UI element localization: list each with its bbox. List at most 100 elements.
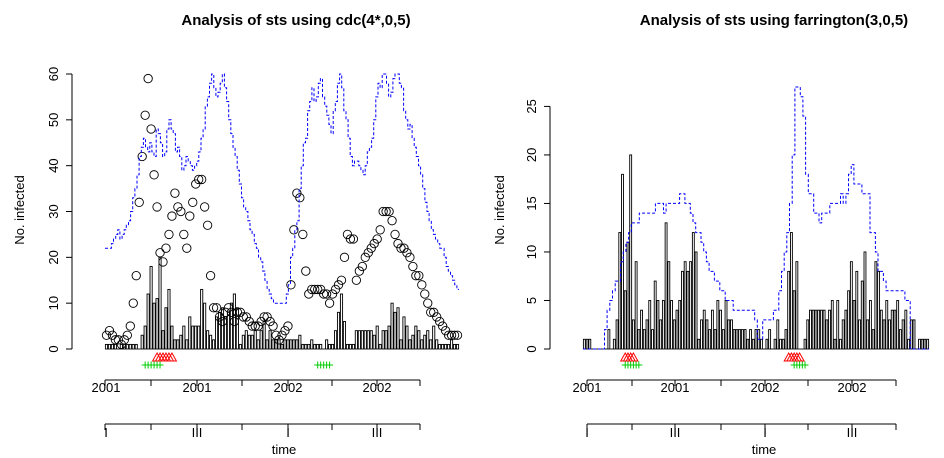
observed-point xyxy=(387,216,397,226)
bar xyxy=(378,343,382,350)
observed-point xyxy=(274,335,284,345)
bar xyxy=(708,329,712,350)
bar xyxy=(328,343,332,350)
bar xyxy=(830,300,834,350)
bar xyxy=(819,309,823,350)
alarm-marker xyxy=(166,351,178,362)
bar xyxy=(277,339,281,350)
bar xyxy=(447,343,451,350)
bar xyxy=(256,339,260,350)
bar xyxy=(675,309,679,350)
bar xyxy=(387,325,391,350)
observed-point xyxy=(357,261,367,272)
bar xyxy=(351,343,355,350)
observed-point xyxy=(235,307,246,317)
y-tick-label: 20 xyxy=(524,148,539,162)
bar xyxy=(396,307,400,350)
observed-point xyxy=(449,330,460,340)
bar xyxy=(664,222,668,350)
bar xyxy=(146,293,150,350)
bar xyxy=(629,154,633,350)
bar xyxy=(408,339,412,350)
observed-point xyxy=(366,243,376,253)
observed-point xyxy=(289,225,299,235)
observed-point xyxy=(116,339,127,350)
bar xyxy=(339,293,344,350)
bar xyxy=(683,261,687,350)
bar xyxy=(304,343,308,350)
observed-point xyxy=(197,174,207,185)
observed-point xyxy=(414,271,424,281)
observed-point xyxy=(384,206,394,217)
bar xyxy=(381,330,385,350)
bar xyxy=(316,343,320,350)
bar xyxy=(292,339,296,350)
observed-point xyxy=(101,330,112,340)
bar xyxy=(713,329,717,350)
observed-point xyxy=(321,289,332,299)
bar xyxy=(348,343,352,350)
observed-point xyxy=(232,307,243,317)
bar xyxy=(869,300,872,350)
quarter-label: I xyxy=(104,425,108,440)
bar xyxy=(402,316,406,350)
y-tick-label: 20 xyxy=(46,250,61,264)
bar xyxy=(405,325,409,350)
bar xyxy=(585,338,589,350)
observed-point xyxy=(283,321,293,331)
y-tick-label: 10 xyxy=(46,296,61,310)
bar xyxy=(839,338,842,350)
outbreak-marker xyxy=(156,361,164,369)
bar xyxy=(721,329,725,350)
year-label: 2001 xyxy=(92,380,121,395)
observed-point xyxy=(324,298,335,308)
bar xyxy=(727,319,731,350)
observed-point xyxy=(393,238,403,249)
observed-point xyxy=(443,330,454,340)
bar xyxy=(104,343,109,350)
year-label: 2002 xyxy=(751,380,780,395)
bar xyxy=(738,329,742,350)
bar xyxy=(390,302,394,350)
bar xyxy=(453,343,457,350)
quarter-label: III xyxy=(192,425,203,440)
bar xyxy=(319,343,323,350)
bar xyxy=(918,338,921,350)
bar xyxy=(399,339,403,350)
quarter-label: III xyxy=(372,425,383,440)
bar xyxy=(188,316,192,350)
observed-point xyxy=(125,321,135,331)
bar xyxy=(152,302,156,350)
outbreak-marker xyxy=(326,361,334,369)
bar xyxy=(743,329,747,350)
year-label: 2001 xyxy=(573,380,602,395)
bar xyxy=(806,319,810,350)
observed-point xyxy=(399,243,409,253)
bar xyxy=(792,290,796,350)
bar xyxy=(238,343,242,350)
bar xyxy=(716,300,720,350)
bar xyxy=(661,300,665,350)
bar xyxy=(384,330,388,350)
bar xyxy=(164,307,168,350)
observed-point xyxy=(301,266,311,276)
bar xyxy=(749,329,752,350)
bar xyxy=(623,290,627,350)
observed-point xyxy=(435,316,445,327)
bar xyxy=(203,302,207,350)
y-axis-label: No. infected xyxy=(492,175,507,244)
bar xyxy=(229,302,233,350)
chart-title: Analysis of sts using cdc(4*,0,5) xyxy=(181,12,410,29)
observed-point xyxy=(238,312,248,322)
bar xyxy=(185,339,189,350)
bar xyxy=(847,290,851,350)
bar xyxy=(182,325,186,350)
bar xyxy=(215,316,219,350)
threshold-line xyxy=(583,86,929,350)
observed-point xyxy=(146,124,156,134)
bar xyxy=(298,334,302,350)
observed-point xyxy=(426,307,436,317)
bar xyxy=(295,339,299,350)
y-tick-label: 0 xyxy=(524,345,539,352)
bar xyxy=(420,339,424,350)
